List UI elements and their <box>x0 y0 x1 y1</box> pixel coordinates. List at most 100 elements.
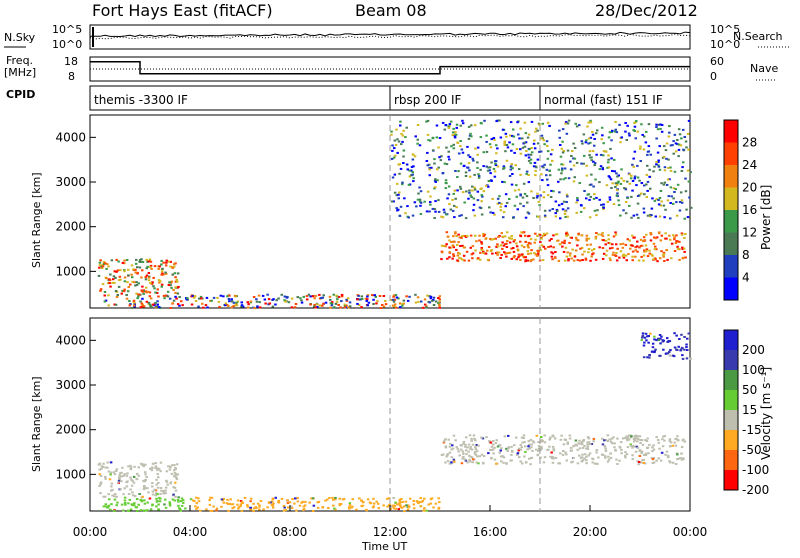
data-cell <box>337 296 341 298</box>
data-cell <box>392 294 396 297</box>
data-cell <box>397 197 400 200</box>
data-cell <box>127 493 131 495</box>
data-cell <box>479 122 483 124</box>
data-cell <box>482 252 485 255</box>
data-cell <box>619 141 622 144</box>
data-cell <box>681 166 684 169</box>
data-cell <box>527 445 530 448</box>
data-cell <box>123 499 127 502</box>
data-cell <box>340 293 344 296</box>
data-cell <box>637 216 640 219</box>
data-cell <box>365 299 368 302</box>
data-cell <box>375 500 378 503</box>
data-cell <box>205 296 209 299</box>
data-cell <box>478 239 481 242</box>
freq-tick-top: 18 <box>64 55 78 68</box>
data-cell <box>659 123 662 126</box>
data-cell <box>358 497 361 500</box>
data-cell <box>225 304 229 306</box>
data-cell <box>181 304 184 307</box>
data-cell <box>613 170 616 173</box>
data-cell <box>572 457 575 459</box>
data-cell <box>681 354 684 357</box>
data-cell <box>135 283 139 286</box>
data-cell <box>662 348 665 351</box>
data-cell <box>581 446 585 449</box>
data-cell <box>115 296 119 298</box>
data-cell <box>476 199 480 202</box>
data-cell <box>655 198 658 201</box>
data-cell <box>680 170 684 172</box>
data-cell <box>391 504 394 507</box>
data-cell <box>508 141 511 144</box>
data-cell <box>662 204 666 207</box>
data-cell <box>104 477 107 480</box>
data-cell <box>510 163 513 165</box>
data-cell <box>503 181 506 184</box>
data-cell <box>586 436 590 439</box>
colorbar-frame <box>723 119 739 301</box>
data-cell <box>177 504 180 507</box>
data-cell <box>502 244 506 247</box>
data-cell <box>455 446 458 449</box>
data-cell <box>473 437 476 440</box>
data-cell <box>396 503 399 506</box>
data-cell <box>568 437 572 440</box>
data-cell <box>400 132 403 135</box>
data-cell <box>641 443 645 446</box>
data-cell <box>454 231 457 234</box>
data-cell <box>432 296 436 299</box>
data-cell <box>587 454 590 457</box>
data-cell <box>505 447 508 450</box>
data-cell <box>498 234 501 237</box>
data-cell <box>560 163 563 166</box>
data-cell <box>107 493 110 496</box>
data-cell <box>566 441 569 444</box>
data-cell <box>565 459 568 462</box>
data-cell <box>503 143 506 146</box>
data-cell <box>552 190 555 193</box>
data-cell <box>121 289 124 292</box>
data-cell <box>628 239 631 242</box>
data-cell <box>178 304 181 307</box>
data-cell <box>461 457 464 460</box>
data-cell <box>496 243 499 246</box>
data-cell <box>172 288 175 291</box>
data-cell <box>620 452 623 455</box>
data-cell <box>561 128 565 131</box>
data-cell <box>103 495 107 498</box>
data-cell <box>477 176 481 179</box>
data-cell <box>231 503 235 506</box>
data-cell <box>393 173 397 176</box>
data-cell <box>529 242 532 245</box>
data-cell <box>432 506 435 509</box>
data-cell <box>674 242 678 244</box>
data-cell <box>488 166 492 169</box>
data-cell <box>127 502 130 505</box>
data-cell <box>418 198 422 201</box>
data-cell <box>397 297 400 300</box>
data-cell <box>485 165 488 168</box>
data-cell <box>547 246 550 248</box>
data-cell <box>545 174 548 177</box>
data-cell <box>515 436 518 439</box>
data-cell <box>460 236 463 239</box>
data-cell <box>150 306 153 308</box>
data-cell <box>640 123 643 126</box>
data-cell <box>346 297 350 300</box>
data-cell <box>112 275 116 278</box>
data-cell <box>530 443 533 446</box>
data-cell <box>559 438 563 441</box>
data-cell <box>662 339 665 342</box>
data-cell <box>233 294 237 297</box>
data-cell <box>596 209 599 212</box>
data-cell <box>310 497 313 500</box>
data-cell <box>489 172 492 175</box>
data-cell <box>249 506 252 509</box>
data-cell <box>399 120 402 123</box>
data-cell <box>231 300 234 303</box>
data-cell <box>644 244 648 247</box>
data-cell <box>113 495 116 498</box>
data-cell <box>468 134 472 137</box>
data-cell <box>619 182 623 185</box>
